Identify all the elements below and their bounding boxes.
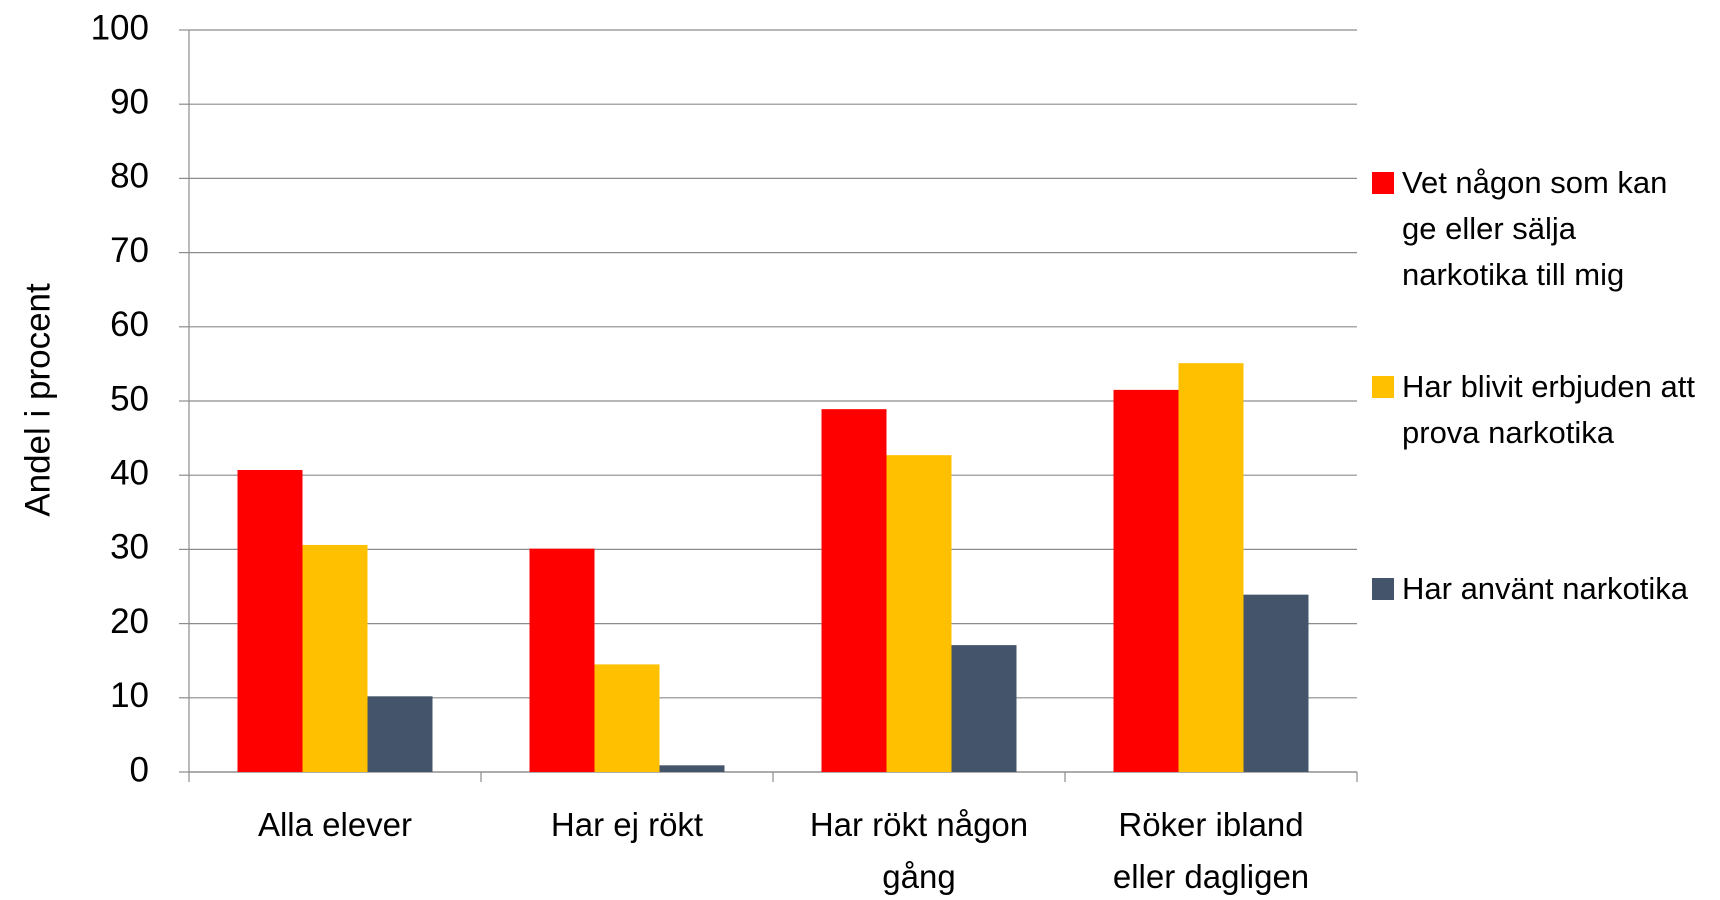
bar <box>886 455 952 772</box>
x-tick-label: Har ej rökt <box>550 806 704 843</box>
x-tick-label: Alla elever <box>257 806 413 843</box>
y-tick-label: 20 <box>110 602 149 641</box>
legend-swatch <box>1372 172 1394 194</box>
legend-swatch <box>1372 578 1394 600</box>
y-tick-label: 90 <box>110 82 149 121</box>
bar <box>594 664 660 772</box>
x-tick-label: Röker ibland eller dagligen <box>1112 806 1310 895</box>
y-tick-label: 60 <box>110 305 149 344</box>
x-tick-label: Har rökt någon gång <box>809 806 1029 895</box>
y-tick-label: 50 <box>110 379 149 418</box>
bar <box>237 470 303 772</box>
y-tick-label: 10 <box>110 676 149 715</box>
legend-label: Vet någon som kan ge eller sälja narkoti… <box>1402 165 1668 292</box>
bar <box>1178 363 1244 772</box>
y-tick-label: 100 <box>91 8 149 47</box>
y-axis-title: Andel i procent <box>18 283 57 517</box>
legend-swatch <box>1372 376 1394 398</box>
y-tick-label: 70 <box>110 231 149 270</box>
y-tick-label: 30 <box>110 528 149 567</box>
y-tick-label: 0 <box>130 750 149 789</box>
legend-label: Har använt narkotika <box>1402 571 1689 606</box>
bar <box>1113 389 1179 772</box>
legend-label: Har blivit erbjuden att prova narkotika <box>1402 369 1695 450</box>
bar <box>529 548 595 772</box>
bar <box>367 696 433 772</box>
bar <box>821 409 887 772</box>
y-tick-label: 80 <box>110 157 149 196</box>
bar <box>951 645 1017 772</box>
bar <box>302 544 368 772</box>
bar <box>659 765 725 772</box>
bar <box>1243 594 1309 772</box>
y-tick-label: 40 <box>110 453 149 492</box>
